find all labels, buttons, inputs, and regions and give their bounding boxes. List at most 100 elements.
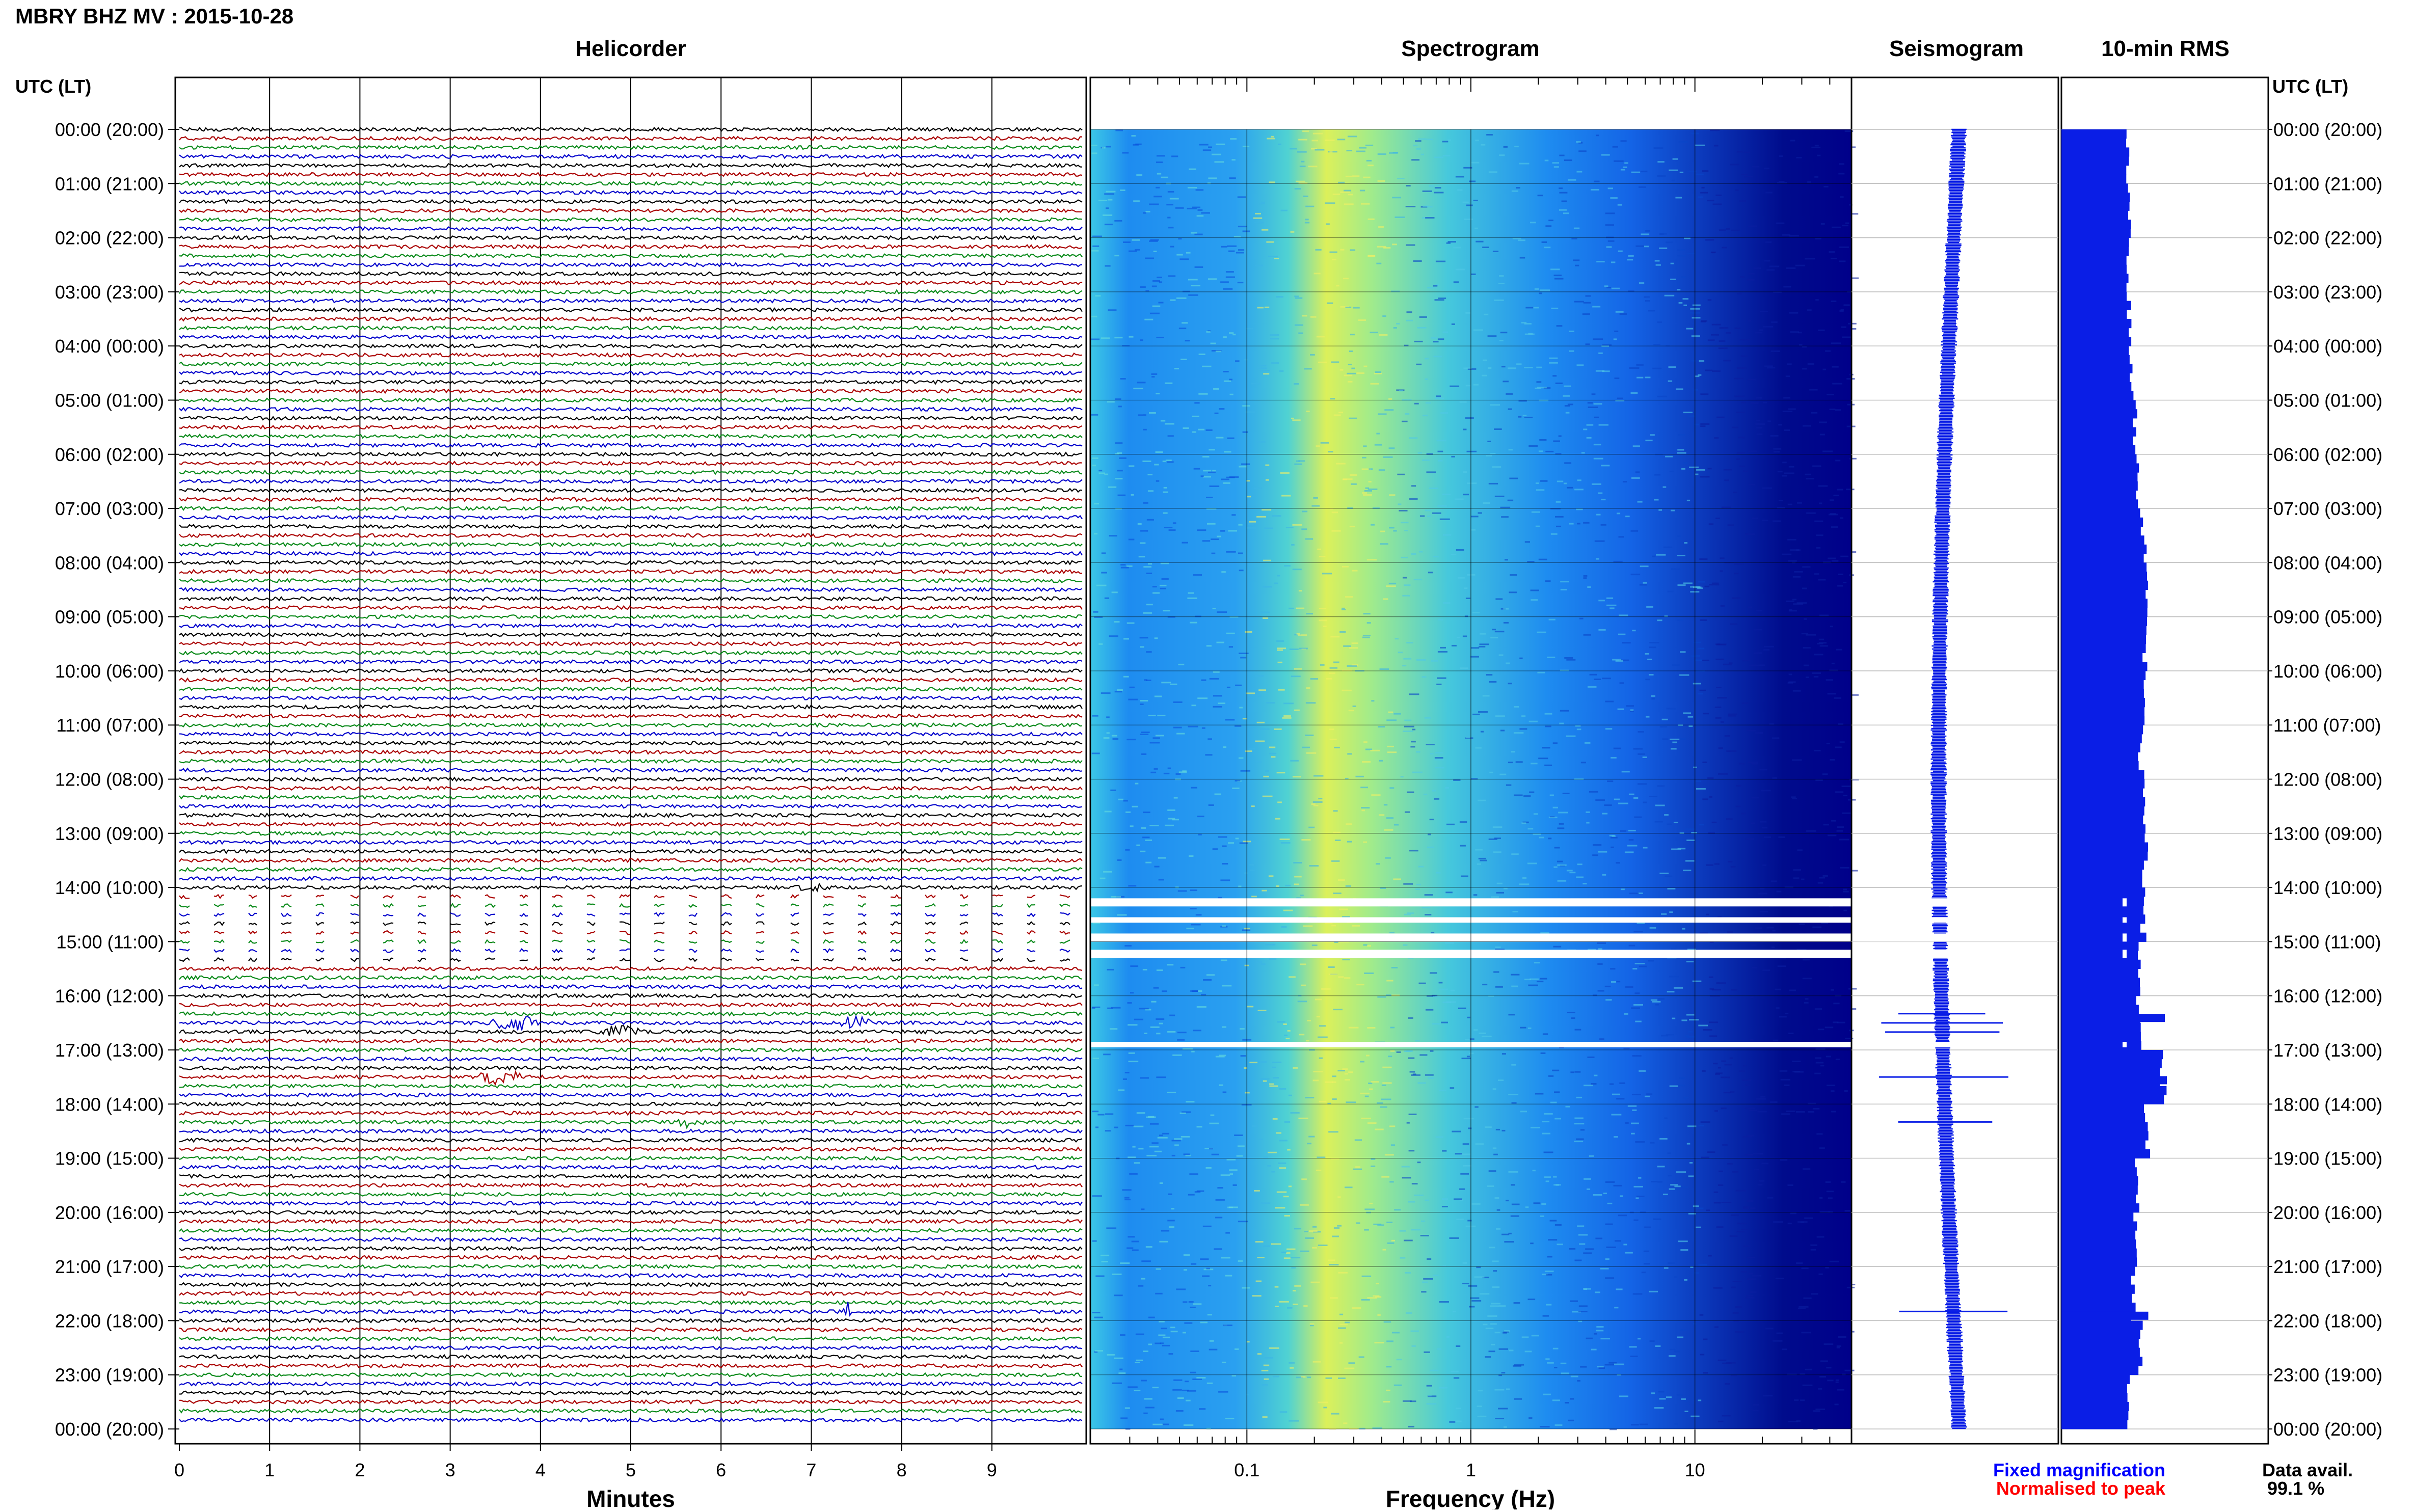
rms-bar bbox=[2061, 364, 2133, 373]
spectrogram-speckle bbox=[1706, 864, 1713, 866]
spectrogram-speckle bbox=[1223, 288, 1233, 290]
spectrogram-speckle bbox=[1699, 932, 1708, 934]
spectrogram-speckle bbox=[1718, 1184, 1724, 1186]
spectrogram-speckle bbox=[1519, 163, 1530, 165]
spectrogram-speckle bbox=[1614, 1307, 1619, 1309]
spectrogram-speckle bbox=[1140, 734, 1149, 735]
spectrogram-speckle bbox=[1487, 441, 1491, 442]
spectrogram-speckle bbox=[1155, 1342, 1161, 1344]
spectrogram-speckle bbox=[1141, 732, 1150, 733]
spectrogram-speckle bbox=[1596, 261, 1605, 263]
spectrogram-speckle bbox=[1368, 481, 1372, 483]
spectrogram-speckle bbox=[1152, 586, 1157, 588]
spectrogram-speckle bbox=[1639, 282, 1645, 284]
spectrogram-speckle bbox=[1269, 181, 1276, 183]
spectrogram-speckle bbox=[1246, 1341, 1250, 1343]
spectrogram-speckle bbox=[1170, 1327, 1175, 1329]
spectrogram-speckle bbox=[1737, 292, 1742, 294]
spectrogram-speckle bbox=[1630, 574, 1641, 576]
spectrogram-speckle bbox=[1135, 143, 1142, 145]
spectrogram-speckle bbox=[1495, 946, 1501, 948]
spectrogram-speckle bbox=[1349, 350, 1353, 353]
spectrogram-speckle bbox=[1202, 540, 1211, 542]
spectrogram-speckle bbox=[1149, 203, 1159, 205]
spectrogram-speckle bbox=[1302, 746, 1310, 748]
spectrogram-speckle bbox=[1182, 770, 1187, 772]
spectrogram-speckle bbox=[1531, 511, 1540, 513]
spectrogram-speckle bbox=[1806, 830, 1816, 832]
spectrogram-speckle bbox=[1711, 989, 1721, 991]
spectrogram-speckle bbox=[1532, 1170, 1536, 1172]
spectrogram-speckle bbox=[1542, 1315, 1549, 1317]
spectrogram-speckle bbox=[1130, 965, 1139, 967]
spectrogram-speckle bbox=[1765, 1328, 1774, 1330]
rms-bar bbox=[2061, 680, 2144, 689]
spectrogram-speckle bbox=[1786, 600, 1794, 602]
spectrogram-speckle bbox=[1196, 1377, 1206, 1379]
spectrogram-speckle bbox=[1835, 1381, 1839, 1383]
spectrogram-speckle bbox=[1433, 1274, 1439, 1276]
spectrogram-speckle bbox=[1697, 647, 1705, 650]
rms-bar bbox=[2061, 797, 2145, 807]
spectrogram-speckle bbox=[1843, 304, 1850, 306]
spectrogram-speckle bbox=[1143, 428, 1147, 430]
spectrogram-speckle bbox=[1477, 863, 1481, 865]
spectrogram-speckle bbox=[1245, 411, 1255, 413]
spectrogram-speckle bbox=[1732, 426, 1739, 428]
spectrogram-speckle bbox=[1792, 798, 1797, 800]
rms-bar bbox=[2061, 599, 2148, 608]
spectrogram-speckle bbox=[1748, 762, 1758, 763]
spectrogram-speckle bbox=[1491, 896, 1499, 898]
spectrogram-speckle bbox=[1800, 1221, 1804, 1223]
spectrogram-speckle bbox=[1689, 1019, 1699, 1021]
rms-bar bbox=[2061, 1167, 2137, 1177]
spectrogram-speckle bbox=[1226, 551, 1236, 553]
rms-bar bbox=[2061, 779, 2145, 789]
helicorder-trace bbox=[179, 1219, 1083, 1224]
spectrogram-speckle bbox=[1140, 646, 1144, 648]
spectrogram-speckle bbox=[1188, 725, 1198, 727]
spectrogram-speckle bbox=[1553, 946, 1562, 948]
spectrogram-speckle bbox=[1677, 452, 1686, 454]
spectrogram-speckle bbox=[1840, 555, 1848, 557]
spectrogram-speckle bbox=[1632, 968, 1638, 970]
spectrogram-speckle bbox=[1167, 1031, 1176, 1033]
rms-bar bbox=[2061, 355, 2130, 365]
spectrogram-speckle bbox=[1557, 1244, 1563, 1246]
spectrogram-speckle bbox=[1641, 1272, 1646, 1274]
spectrogram-speckle bbox=[1675, 197, 1682, 199]
spectrogram-speckle bbox=[1294, 383, 1299, 385]
spectrogram-speckle bbox=[1398, 503, 1402, 505]
spectrogram-speckle bbox=[1598, 629, 1606, 631]
spectrogram-speckle bbox=[1117, 452, 1122, 454]
spectrogram-speckle bbox=[1750, 1207, 1756, 1209]
spectrogram-speckle bbox=[1399, 509, 1408, 511]
spectrogram-speckle bbox=[1741, 401, 1746, 403]
spectrogram-speckle bbox=[1553, 440, 1560, 442]
rms-spike bbox=[2061, 1117, 2128, 1125]
spectrogram-speckle bbox=[1751, 822, 1755, 824]
spectrogram-speckle bbox=[1580, 1129, 1585, 1131]
spectrogram-speckle bbox=[1154, 695, 1162, 697]
spectrogram-speckle bbox=[1574, 1123, 1585, 1125]
spectrogram-speckle bbox=[1805, 258, 1815, 260]
spectrogram-speckle bbox=[1298, 634, 1307, 636]
spectrogram-speckle bbox=[1375, 371, 1381, 373]
spectrogram-speckle bbox=[1760, 1096, 1766, 1098]
rms-bar bbox=[2061, 445, 2136, 455]
spectrogram-speckle bbox=[1328, 1259, 1335, 1261]
spectrogram-speckle bbox=[1151, 1142, 1159, 1144]
spectrogram-speckle bbox=[1550, 533, 1558, 535]
spectrogram-speckle bbox=[1671, 748, 1677, 750]
spectrogram-speckle bbox=[1504, 1426, 1507, 1428]
spectrogram-speckle bbox=[1477, 1406, 1483, 1408]
spectrogram-speckle bbox=[1359, 147, 1367, 149]
spectrogram-speckle bbox=[1114, 255, 1119, 257]
spectrogram-speckle bbox=[1742, 1079, 1752, 1081]
spectrogram-speckle bbox=[1090, 338, 1100, 340]
spectrogram-speckle bbox=[1506, 393, 1513, 395]
spectrogram-speckle bbox=[1470, 161, 1480, 164]
spectrogram-speckle bbox=[1633, 1219, 1639, 1221]
spectrogram-speckle bbox=[1644, 1263, 1650, 1265]
